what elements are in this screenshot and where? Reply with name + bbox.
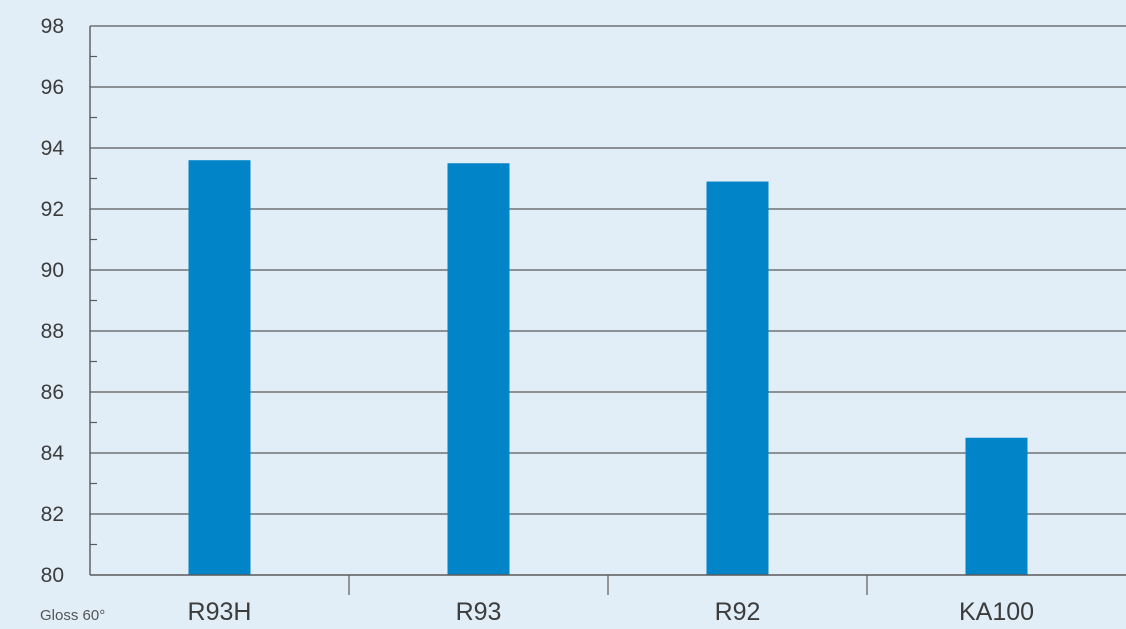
y-tick-label: 80 <box>41 564 64 587</box>
gridlines <box>90 25 1126 515</box>
category-label: R93H <box>188 598 252 626</box>
y-tick-label: 94 <box>41 137 65 160</box>
y-tick-label: 98 <box>41 15 64 38</box>
y-tick-label: 88 <box>41 320 64 343</box>
unit-label: Gloss 60° <box>40 607 105 624</box>
y-tick-label: 90 <box>41 259 64 282</box>
axes <box>89 26 1126 595</box>
y-tick-label: 96 <box>41 76 64 99</box>
y-tick-label: 92 <box>41 198 64 221</box>
bars <box>188 160 1028 576</box>
category-label: R92 <box>715 598 761 626</box>
category-label: KA100 <box>959 598 1034 626</box>
y-tick-label: 84 <box>41 442 65 465</box>
category-label: R93 <box>456 598 502 626</box>
bar-r93 <box>447 163 510 575</box>
y-tick-labels: 80 82 84 86 88 90 92 94 96 98 <box>41 15 65 587</box>
y-tick-label: 86 <box>41 381 64 404</box>
bar-r92 <box>706 181 769 576</box>
category-labels: R93H R93 R92 KA100 <box>188 598 1034 626</box>
bar-ka100 <box>965 437 1028 575</box>
y-tick-label: 82 <box>41 503 64 526</box>
minor-ticks <box>90 55 97 546</box>
bar-r93h <box>188 160 251 575</box>
